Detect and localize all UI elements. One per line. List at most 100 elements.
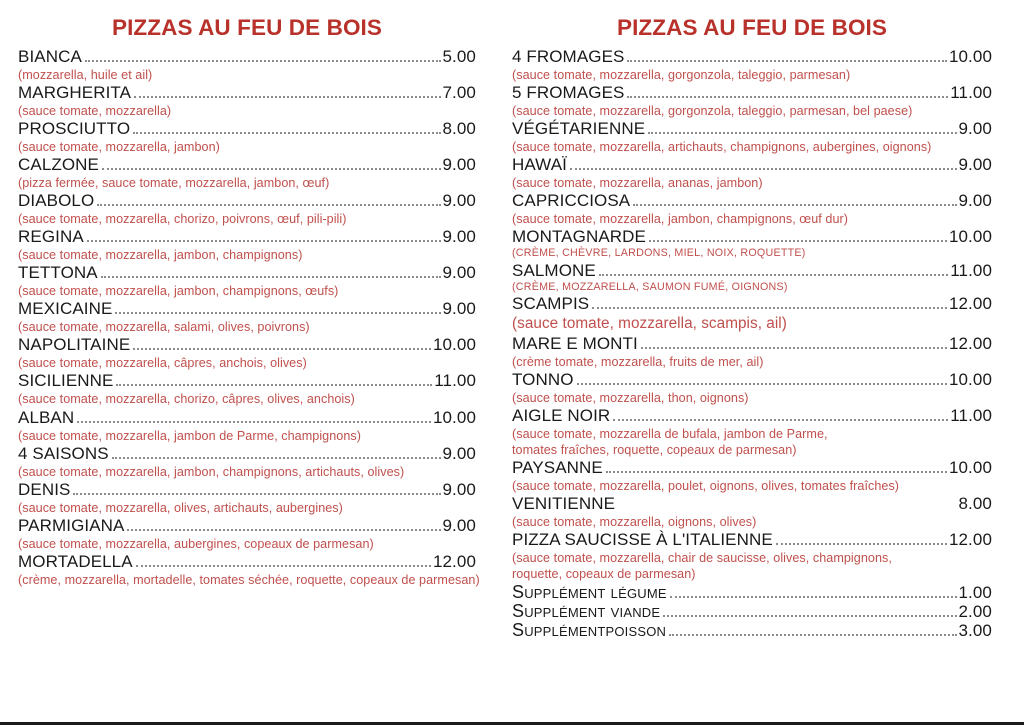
description-line: (crème, chèvre, lardons, miel, noix, roq… xyxy=(512,247,806,260)
menu-item-description: (sauce tomate, mozzarella de bufala, jam… xyxy=(512,426,992,458)
menu-item-price: 12.00 xyxy=(432,552,476,572)
dotted-leader xyxy=(592,306,947,310)
menu-item-line: SALMONE 11.00 xyxy=(512,262,992,280)
menu-item-name: SICILIENNE xyxy=(18,371,114,391)
description-line: (sauce tomate, mozzarella) xyxy=(18,103,172,118)
menu-item-description: (sauce tomate, mozzarella, jambon, champ… xyxy=(18,247,476,263)
menu-item-price: 9.00 xyxy=(442,227,476,247)
menu-item-line: ALBAN 10.00 xyxy=(18,409,476,427)
dotted-leader xyxy=(569,167,957,170)
menu-item-price: 5.00 xyxy=(442,46,476,66)
menu-item-description: (sauce tomate, mozzarella, gorgonzola, t… xyxy=(512,67,992,83)
menu-item-line: 5 FROMAGES 11.00 xyxy=(512,84,992,102)
menu-item-name: 4 FROMAGES xyxy=(512,46,625,66)
menu-item-description: (sauce tomate, mozzarella, gorgonzola, t… xyxy=(512,103,992,119)
menu-item-line: CALZONE 9.00 xyxy=(18,156,476,174)
menu-item-line: 4 FROMAGES 10.00 xyxy=(512,48,992,66)
menu-item-line: MEXICAINE 9.00 xyxy=(18,300,476,318)
dotted-leader xyxy=(100,275,441,279)
menu-item-price: 9.00 xyxy=(442,443,476,463)
menu-item-price: 12.00 xyxy=(948,530,992,550)
menu-item: PAYSANNE 10.00 (sauce tomate, mozzarella, … xyxy=(512,459,992,495)
description-line: roquette, copeaux de parmesan) xyxy=(512,567,696,582)
dotted-leader xyxy=(605,470,947,473)
dotted-leader xyxy=(633,203,957,206)
dotted-leader xyxy=(73,492,441,495)
menu-item: TETTONA 9.00 (sauce tomate, mozzarella, ja… xyxy=(18,264,476,300)
menu-item-line: DENIS 9.00 xyxy=(18,481,476,499)
description-line: (sauce tomate, mozzarella, jambon, champ… xyxy=(18,464,405,479)
description-line: (crème tomate, mozzarella, fruits de mer… xyxy=(512,354,764,369)
menu-item-price: 10.00 xyxy=(432,407,476,427)
menu-item-description: (sauce tomate, mozzarella, chair de sauc… xyxy=(512,550,992,582)
menu-item-name: DIABOLO xyxy=(18,190,95,210)
menu-item-name: Supplément légume xyxy=(512,582,667,603)
menu-column-left: PIZZAS AU FEU DE BOIS BIANCA 5.00 (mozzare… xyxy=(0,0,502,722)
menu-item: MEXICAINE 9.00 (sauce tomate, mozzarella, … xyxy=(18,300,476,336)
menu-item: PROSCIUTTO 8.00 (sauce tomate, mozzarella,… xyxy=(18,120,476,156)
dotted-leader xyxy=(127,528,441,531)
menu-item-name: MORTADELLA xyxy=(18,552,133,572)
menu-item-price: 8.00 xyxy=(442,118,476,138)
dotted-leader xyxy=(613,418,949,421)
menu-item-price: 9.00 xyxy=(442,479,476,499)
menu-item-name: PARMIGIANA xyxy=(18,515,125,535)
menu-item-price: 11.00 xyxy=(950,82,992,102)
menu-item: MORTADELLA 12.00 (crème, mozzarella, morta… xyxy=(18,553,480,589)
menu-item: NAPOLITAINE 10.00 (sauce tomate, mozzarell… xyxy=(18,336,476,372)
menu-item-line: MARGHERITA 7.00 xyxy=(18,84,476,102)
dotted-leader xyxy=(669,595,957,599)
menu-item-description: (sauce tomate, mozzarella, thon, oignons… xyxy=(512,390,992,406)
menu-item: VENITIENNE 8.00 (sauce tomate, mozzarella,… xyxy=(512,495,992,531)
menu-item-description: (crème, mozzarella, mortadelle, tomates … xyxy=(18,572,480,588)
menu-item: TONNO 10.00 (sauce tomate, mozzarella, tho… xyxy=(512,371,992,407)
menu-item: VÉGÉTARIENNE 9.00 (sauce tomate, mozzarell… xyxy=(512,120,992,156)
menu-item-name: AIGLE NOIR xyxy=(512,405,611,425)
menu-item: Supplémentpoisson 3.00 xyxy=(512,621,992,640)
menu-item-price: 11.00 xyxy=(950,405,992,425)
menu-item-line: MORTADELLA 12.00 xyxy=(18,553,476,571)
menu-item-description: (sauce tomate, mozzarella, câpres, ancho… xyxy=(18,355,476,371)
menu-item-line: PAYSANNE 10.00 xyxy=(512,459,992,477)
menu-item-name: VÉGÉTARIENNE xyxy=(512,118,646,138)
menu-item-line: VÉGÉTARIENNE 9.00 xyxy=(512,120,992,138)
menu-item: ALBAN 10.00 (sauce tomate, mozzarella, jam… xyxy=(18,409,476,445)
menu-item: PARMIGIANA 9.00 (sauce tomate, mozzarella,… xyxy=(18,517,476,553)
menu-item-name: DENIS xyxy=(18,479,71,499)
dotted-leader xyxy=(598,273,949,276)
menu-item-name: CAPRICCIOSA xyxy=(512,190,631,210)
menu-item-line: BIANCA 5.00 xyxy=(18,48,476,66)
menu-item-price: 2.00 xyxy=(958,602,992,622)
dotted-leader xyxy=(116,383,433,387)
menu-item-line: VENITIENNE 8.00 xyxy=(512,495,992,513)
menu-item-name: MARGHERITA xyxy=(18,82,132,102)
menu-item-name: VENITIENNE xyxy=(512,494,616,514)
dotted-leader xyxy=(775,542,947,546)
description-line: (sauce tomate, mozzarella, aubergines, c… xyxy=(18,536,374,551)
menu-item: Supplément viande 2.00 xyxy=(512,602,992,621)
menu-item-name: SCAMPIS xyxy=(512,294,590,314)
description-line: (sauce tomate, mozzarella, ananas, jambo… xyxy=(512,175,763,190)
menu-item-name: PAYSANNE xyxy=(512,457,603,477)
menu-item-name: MEXICAINE xyxy=(18,299,113,319)
description-line: (sauce tomate, mozzarella, jambon) xyxy=(18,139,220,154)
dotted-leader xyxy=(134,95,441,98)
menu-item-line: PIZZA SAUCISSE À L'ITALIENNE 12.00 xyxy=(512,531,992,549)
description-line: (sauce tomate, mozzarella, câpres, ancho… xyxy=(18,356,307,371)
description-line: (sauce tomate, mozzarella, gorgonzola, t… xyxy=(512,103,913,118)
menu-item-description: (sauce tomate, mozzarella, salami, olive… xyxy=(18,319,476,335)
menu-item: 5 FROMAGES 11.00 (sauce tomate, mozzarella… xyxy=(512,84,992,120)
description-line: (sauce tomate, mozzarella, salami, olive… xyxy=(18,320,310,335)
menu-item-description: (sauce tomate, mozzarella, chorizo, poiv… xyxy=(18,211,476,227)
menu-item-name: NAPOLITAINE xyxy=(18,335,131,355)
description-line: (pizza fermée, sauce tomate, mozzarella,… xyxy=(18,175,330,190)
menu-item-price: 9.00 xyxy=(442,263,476,283)
menu-item-description: (sauce tomate, mozzarella, jambon, champ… xyxy=(512,211,992,227)
menu-item-line: Supplément légume 1.00 xyxy=(512,583,992,602)
description-line: (crème, mozzarella, mortadelle, tomates … xyxy=(18,573,480,588)
menu-item: MARGHERITA 7.00 (sauce tomate, mozzarella) xyxy=(18,84,476,120)
menu-item-price: 10.00 xyxy=(948,369,992,389)
menu-item-line: NAPOLITAINE 10.00 xyxy=(18,336,476,354)
description-line: (sauce tomate, mozzarella de bufala, jam… xyxy=(512,426,828,441)
